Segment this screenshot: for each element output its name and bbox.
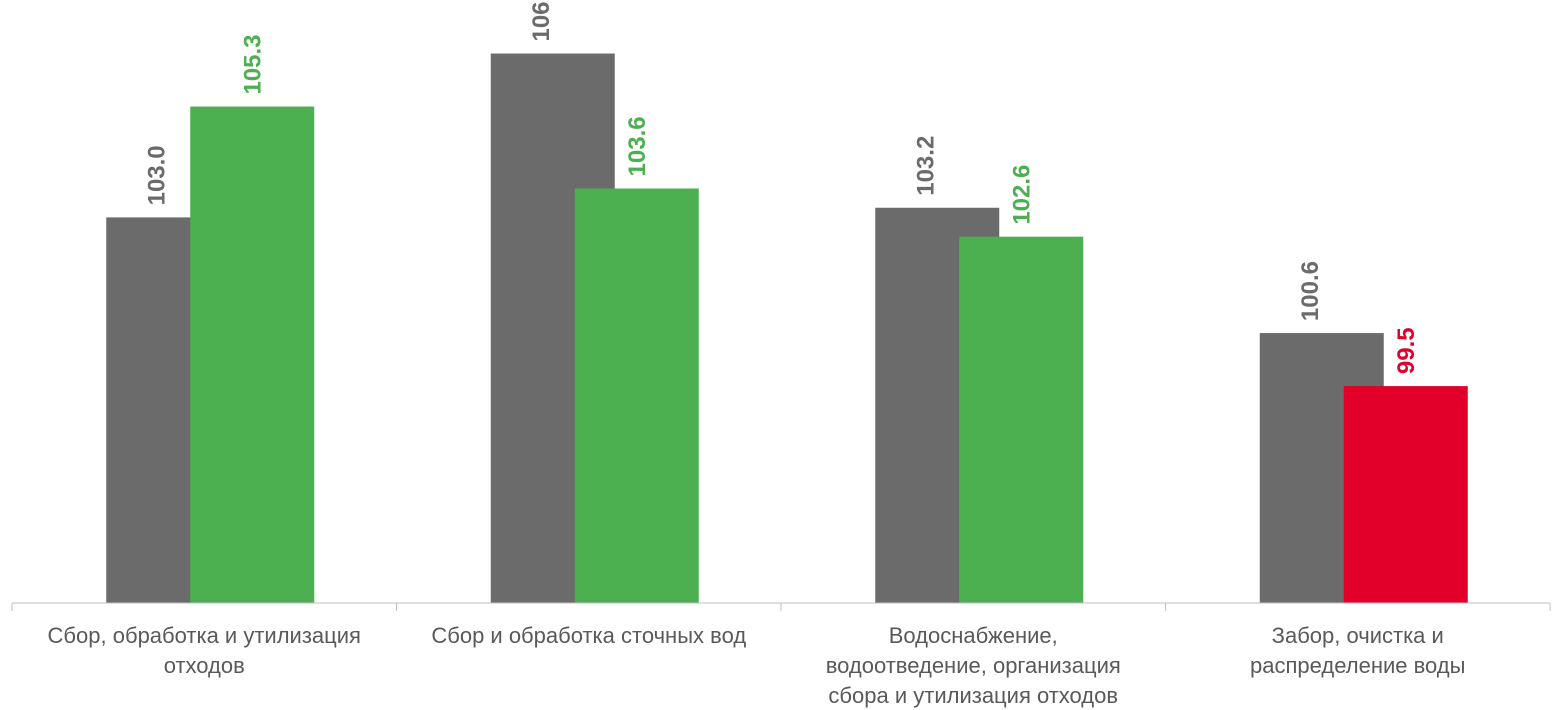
value-label-series1-cat2: 106.4	[528, 0, 555, 42]
value-label-series1-cat3: 103.2	[912, 136, 939, 196]
value-label-series2-cat1: 105.3	[239, 34, 266, 94]
category-label-3-line-2: водоотведение, организация	[826, 653, 1121, 678]
category-label-4-line-1: Забор, очистка и	[1272, 623, 1444, 648]
category-label-4-line-2: распределение воды	[1250, 653, 1465, 678]
category-label-3-line-1: Водоснабжение,	[889, 623, 1058, 648]
category-label-1-line-2: отходов	[164, 653, 245, 678]
bar-series2-cat4	[1343, 386, 1468, 603]
bars-group	[106, 53, 1468, 604]
value-label-series2-cat3: 102.6	[1008, 165, 1035, 225]
bar-series2-cat2	[574, 188, 699, 604]
value-label-series1-cat1: 103.0	[143, 145, 170, 205]
value-labels-group: 103.0 105.3 106.4 103.6 103.2 102.6 100.6 99.5	[143, 0, 1420, 374]
category-labels-group: Сбор, обработка и утилизация отходов Сбор …	[48, 623, 1466, 708]
x-axis	[11, 602, 1551, 611]
category-label-1-line-1: Сбор, обработка и утилизация	[48, 623, 361, 648]
bar-series2-cat3	[959, 236, 1084, 603]
category-label-3-line-3: сбора и утилизация отходов	[828, 683, 1118, 708]
category-label-2-line-1: Сбор и обработка сточных вод	[431, 623, 746, 648]
value-label-series1-cat4: 100.6	[1297, 261, 1324, 321]
value-label-series2-cat4: 99.5	[1393, 327, 1420, 374]
bar-series2-cat1	[190, 106, 315, 603]
value-label-series2-cat2: 103.6	[624, 116, 651, 176]
